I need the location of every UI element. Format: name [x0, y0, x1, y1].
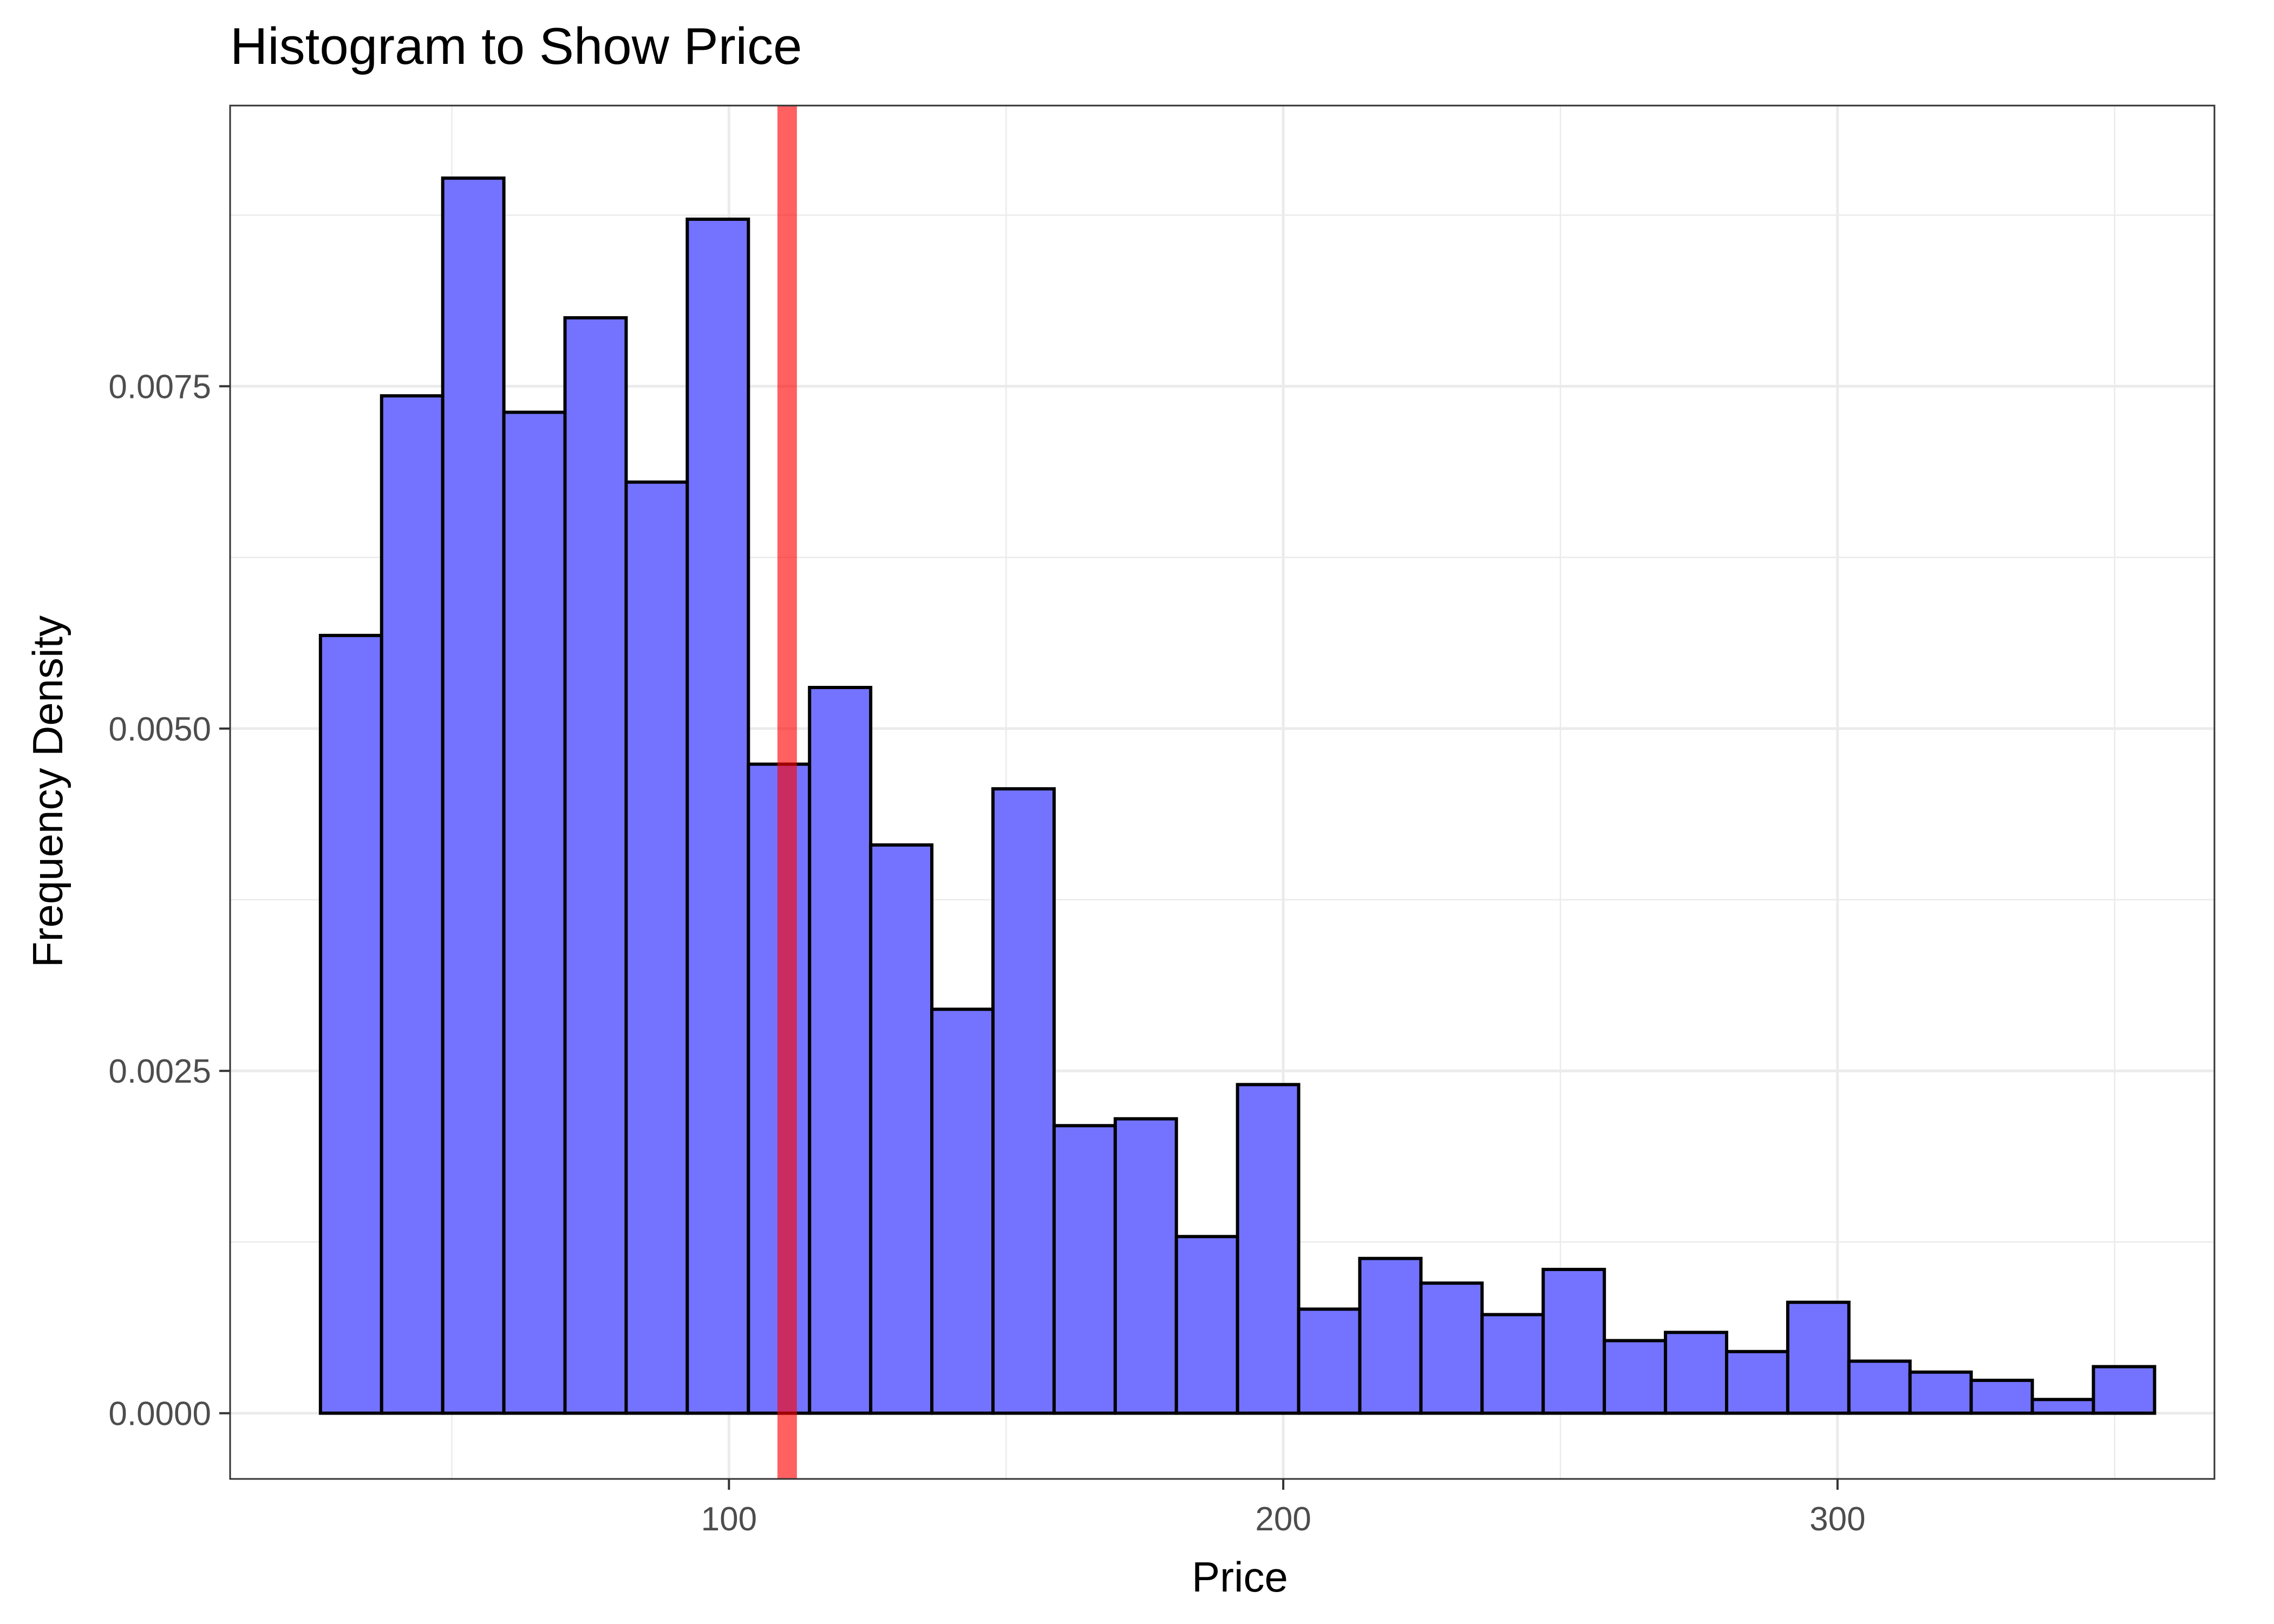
- chart-title: Histogram to Show Price: [230, 17, 802, 75]
- histogram-bar: [502, 410, 567, 1415]
- x-tick-label: 100: [701, 1501, 757, 1538]
- histogram-bar: [2030, 1398, 2095, 1415]
- histogram-bar: [1052, 1124, 1117, 1415]
- histogram-bar: [624, 480, 689, 1415]
- histogram-bar: [2092, 1365, 2157, 1415]
- histogram-bars: [318, 176, 2157, 1415]
- y-tick-label: 0.0075: [108, 369, 211, 406]
- histogram-bar: [441, 176, 506, 1415]
- plot-panel-border: [229, 104, 2216, 1480]
- histogram-bar: [991, 787, 1056, 1415]
- histogram-bar: [1969, 1378, 2034, 1415]
- x-axis-title: Price: [1192, 1553, 1288, 1601]
- histogram-bar: [930, 1007, 995, 1415]
- axis-ticks: 100 200 300 0.0000 0.0025 0.0050 0.0075: [108, 369, 1865, 1538]
- histogram-bar: [1908, 1370, 1973, 1415]
- histogram-bar: [808, 686, 873, 1415]
- histogram-bar: [1725, 1350, 1789, 1415]
- x-tick-label: 300: [1809, 1501, 1865, 1538]
- histogram-bar: [1174, 1235, 1239, 1415]
- y-tick-label: 0.0000: [108, 1396, 211, 1433]
- histogram-bar: [380, 394, 445, 1415]
- histogram-bar: [1113, 1117, 1178, 1415]
- histogram-bar: [563, 316, 628, 1415]
- histogram-bar: [869, 843, 934, 1415]
- histogram-bar: [1297, 1307, 1362, 1415]
- y-axis-title: Frequency Density: [24, 615, 71, 967]
- y-tick-label: 0.0050: [108, 711, 211, 748]
- histogram-bar: [1603, 1339, 1668, 1415]
- histogram-bar: [1664, 1331, 1729, 1415]
- histogram-bar: [1480, 1313, 1545, 1415]
- histogram-bar: [1419, 1281, 1484, 1415]
- histogram-bar: [1236, 1083, 1301, 1415]
- x-tick-label: 200: [1255, 1501, 1311, 1538]
- histogram-bar: [685, 217, 750, 1415]
- histogram-bar: [1786, 1300, 1851, 1415]
- histogram-bar: [1541, 1268, 1606, 1415]
- histogram-bar: [318, 633, 383, 1415]
- histogram-bar: [1847, 1359, 1912, 1415]
- y-tick-label: 0.0025: [108, 1053, 211, 1090]
- histogram-bar: [1358, 1256, 1423, 1415]
